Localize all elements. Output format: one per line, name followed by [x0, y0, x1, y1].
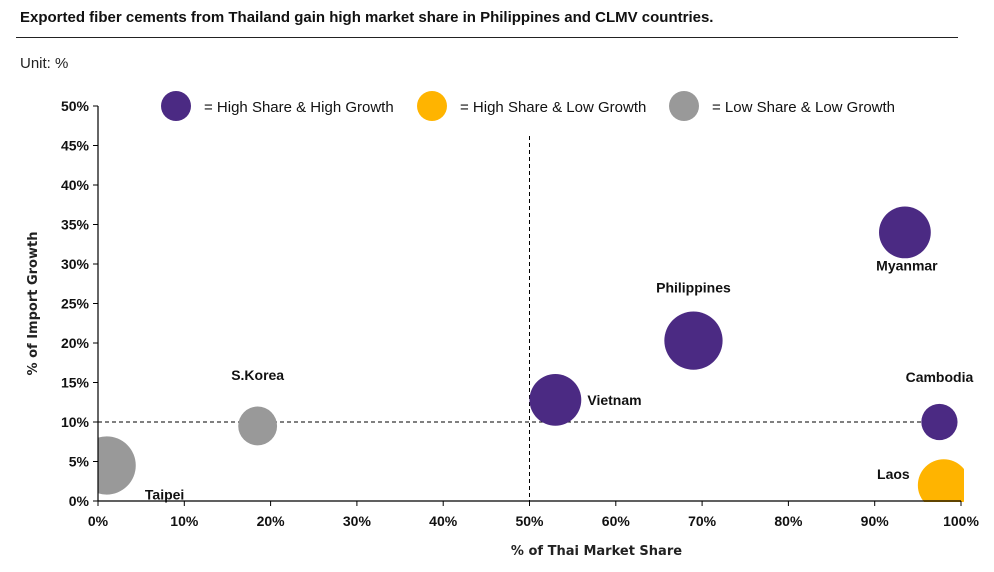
x-tick-label: 80%: [774, 513, 803, 529]
reference-lines: [98, 136, 958, 501]
bubble-label-laos: Laos: [877, 466, 910, 482]
y-tick-label: 10%: [61, 414, 90, 430]
x-tick-label: 90%: [861, 513, 890, 529]
x-tick-label: 40%: [429, 513, 458, 529]
bubble-labels: Taipei S.Korea Vietnam Philippines Myanmar Ca…: [145, 257, 974, 502]
title-divider: [16, 37, 958, 38]
bubble-philippines: [664, 311, 723, 370]
bubble-series: [98, 206, 964, 502]
bubble-laos: [917, 459, 964, 502]
bubble-taipei: [98, 436, 136, 495]
y-tick-label: 30%: [61, 256, 90, 272]
tick-labels: 0% 5% 10% 15% 20% 25% 30% 35% 40% 45% 50% 0% 10% 20% 3…: [61, 98, 979, 529]
bubble-label-skorea: S.Korea: [231, 367, 284, 383]
x-tick-label: 20%: [257, 513, 286, 529]
unit-label: Unit: %: [20, 55, 69, 72]
x-tick-label: 10%: [170, 513, 199, 529]
bubble-myanmar: [879, 206, 931, 259]
bubble-label-cambodia: Cambodia: [906, 369, 974, 385]
axes: [93, 105, 962, 506]
legend-label-high-share-high-growth: = High Share & High Growth: [204, 99, 394, 116]
y-tick-label: 25%: [61, 296, 90, 312]
y-tick-label: 35%: [61, 217, 90, 233]
x-axis-title: % of Thai Market Share: [511, 544, 682, 559]
legend-label-high-share-low-growth: = High Share & Low Growth: [460, 99, 646, 116]
bubble-cambodia: [921, 403, 958, 441]
bubble-label-myanmar: Myanmar: [876, 257, 938, 273]
y-tick-label: 0%: [69, 493, 90, 509]
x-tick-label: 30%: [343, 513, 372, 529]
y-tick-label: 5%: [69, 454, 90, 470]
legend-label-low-share-low-growth: = Low Share & Low Growth: [712, 99, 895, 116]
bubble-label-vietnam: Vietnam: [587, 392, 641, 408]
legend-marker-low-share-low-growth: [669, 91, 699, 121]
y-tick-label: 15%: [61, 375, 90, 391]
legend: = High Share & High Growth = High Share &…: [161, 91, 895, 121]
chart-title: Exported fiber cements from Thailand gai…: [20, 9, 714, 26]
y-tick-label: 20%: [61, 335, 90, 351]
x-tick-label: 50%: [515, 513, 544, 529]
legend-marker-high-share-high-growth: [161, 91, 191, 121]
legend-marker-high-share-low-growth: [417, 91, 447, 121]
y-axis-title: % of Import Growth: [26, 232, 41, 376]
x-tick-label: 60%: [602, 513, 631, 529]
bubble-skorea: [238, 406, 278, 446]
y-tick-label: 45%: [61, 138, 90, 154]
x-tick-label: 0%: [88, 513, 109, 529]
x-tick-label: 100%: [943, 513, 979, 529]
y-tick-label: 40%: [61, 177, 90, 193]
bubble-vietnam: [529, 373, 582, 426]
bubble-label-taipei: Taipei: [145, 486, 184, 502]
x-tick-label: 70%: [688, 513, 717, 529]
y-tick-label: 50%: [61, 98, 90, 114]
bubble-label-philippines: Philippines: [656, 280, 731, 296]
